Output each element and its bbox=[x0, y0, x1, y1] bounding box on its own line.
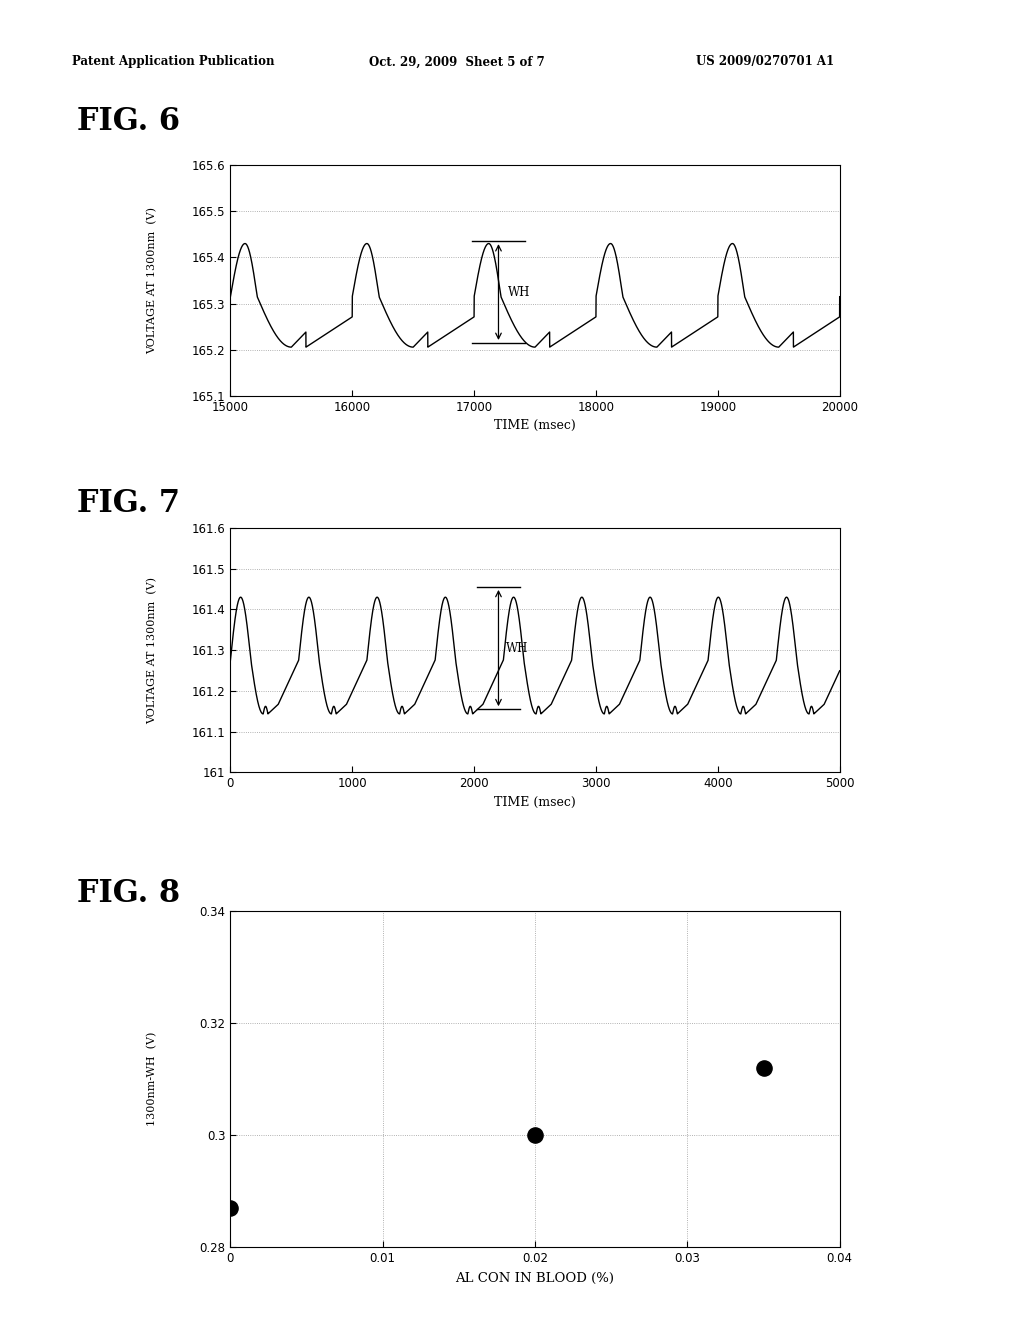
Y-axis label: VOLTAGE AT 1300nm  (V): VOLTAGE AT 1300nm (V) bbox=[147, 207, 158, 354]
Text: WH: WH bbox=[508, 285, 530, 298]
Text: Oct. 29, 2009  Sheet 5 of 7: Oct. 29, 2009 Sheet 5 of 7 bbox=[369, 55, 545, 69]
Point bbox=[222, 1197, 239, 1218]
X-axis label: TIME (msec): TIME (msec) bbox=[495, 796, 575, 809]
Text: FIG. 6: FIG. 6 bbox=[77, 106, 180, 136]
Y-axis label: VOLTAGE AT 1300nm  (V): VOLTAGE AT 1300nm (V) bbox=[147, 577, 158, 723]
Point bbox=[526, 1125, 543, 1146]
X-axis label: AL CON IN BLOOD (%): AL CON IN BLOOD (%) bbox=[456, 1272, 614, 1286]
Text: WH: WH bbox=[506, 642, 528, 655]
X-axis label: TIME (msec): TIME (msec) bbox=[495, 420, 575, 433]
Text: FIG. 8: FIG. 8 bbox=[77, 878, 180, 908]
Text: FIG. 7: FIG. 7 bbox=[77, 488, 180, 519]
Text: Patent Application Publication: Patent Application Publication bbox=[72, 55, 274, 69]
Text: US 2009/0270701 A1: US 2009/0270701 A1 bbox=[696, 55, 835, 69]
Y-axis label: 1300nm-WH  (V): 1300nm-WH (V) bbox=[147, 1032, 158, 1126]
Point bbox=[756, 1057, 772, 1078]
